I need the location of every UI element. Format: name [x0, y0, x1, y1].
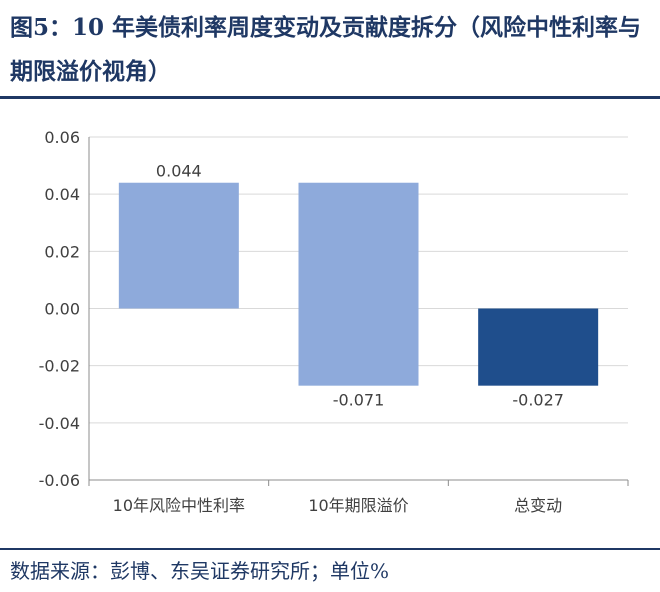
x-category-label: 10年风险中性利率 — [113, 496, 245, 515]
figure-source: 数据来源：彭博、东吴证券研究所；单位% — [10, 559, 390, 583]
bars — [118, 182, 599, 386]
y-tick-label: 0.06 — [44, 128, 80, 147]
data-labels: 0.044 -0.071 -0.027 — [156, 162, 564, 410]
x-category-label: 总变动 — [514, 496, 562, 515]
waterfall-chart: 0.06 0.04 0.02 0.00 -0.02 -0.04 -0.06 10年风险中性利率… — [39, 128, 629, 515]
y-tick-label: 0.04 — [44, 185, 80, 204]
bar-3 — [478, 308, 599, 386]
source-rule — [0, 548, 660, 550]
bar-2 — [298, 182, 419, 386]
title-rule — [0, 96, 660, 99]
x-category-label: 10年期限溢价 — [308, 496, 408, 515]
data-label: -0.027 — [512, 391, 564, 410]
y-tick-label: 0.00 — [44, 300, 80, 319]
data-label: 0.044 — [156, 162, 202, 181]
y-tick-label: -0.04 — [39, 414, 80, 433]
axes: 0.06 0.04 0.02 0.00 -0.02 -0.04 -0.06 10年风险中性利率… — [39, 128, 629, 515]
figure-title: 图5：10 年美债利率周度变动及贡献度拆分（风险中性利率与期限溢价视角） — [10, 14, 642, 85]
data-label: -0.071 — [333, 391, 385, 410]
y-tick-label: 0.02 — [44, 242, 80, 261]
y-tick-label: -0.02 — [39, 357, 80, 376]
bar-1 — [118, 182, 239, 309]
y-tick-label: -0.06 — [39, 471, 80, 490]
